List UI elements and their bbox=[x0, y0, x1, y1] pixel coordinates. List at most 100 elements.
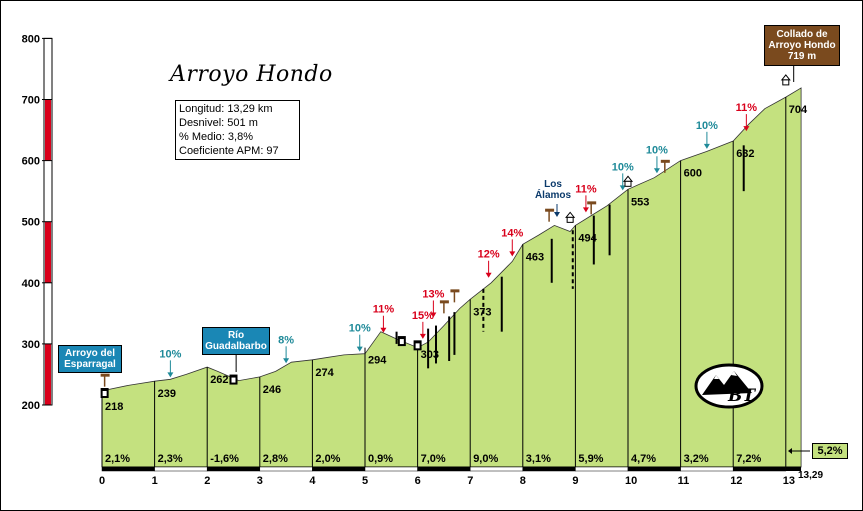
slope-arrowhead bbox=[380, 327, 387, 333]
km-scale-band bbox=[364, 466, 418, 472]
segment-percent: 2,0% bbox=[315, 453, 340, 465]
slope-annotation: 11% bbox=[575, 183, 597, 195]
slope-arrowhead bbox=[582, 207, 589, 213]
km-scale-band bbox=[154, 466, 208, 472]
km-altitude-label: 218 bbox=[105, 401, 123, 413]
signpost-icon bbox=[100, 373, 110, 377]
segment-percent: 5,9% bbox=[578, 453, 603, 465]
x-axis: 0 1 2 3 4 5 6 7 8 9 10 11 12 13 bbox=[99, 466, 802, 487]
info-medio: % Medio: 3,8% bbox=[179, 131, 253, 143]
km-altitude-label: 262 bbox=[210, 374, 228, 386]
slope-arrowhead bbox=[653, 168, 660, 174]
alamos-label: Los Álamos bbox=[534, 179, 572, 201]
slope-annotation: 15% bbox=[412, 310, 434, 322]
y-tick-label: 400 bbox=[22, 278, 40, 290]
x-tick-label: 9 bbox=[572, 475, 578, 487]
segment-percent: 2,8% bbox=[263, 453, 288, 465]
slope-annotation: 10% bbox=[159, 348, 181, 360]
slope-arrowhead bbox=[356, 346, 363, 352]
km-altitude-label: 246 bbox=[263, 384, 281, 396]
km-scale-band bbox=[101, 466, 155, 472]
slope-arrowhead bbox=[419, 333, 426, 339]
segment-percent: 2,3% bbox=[158, 453, 183, 465]
summit-label: Collado de Arroyo Hondo 719 m bbox=[764, 25, 840, 66]
slope-annotation: 13% bbox=[422, 288, 444, 300]
last-pct-arrowhead bbox=[788, 448, 792, 454]
km-altitude-label: 704 bbox=[789, 104, 808, 116]
bridge-icon bbox=[231, 377, 236, 383]
house-icon bbox=[782, 79, 790, 86]
slope-annotation: 10% bbox=[646, 144, 668, 156]
y-axis-band bbox=[45, 343, 51, 405]
x-tick-label: 2 bbox=[204, 475, 210, 487]
km-altitude-label: 463 bbox=[526, 251, 544, 263]
km-scale-band bbox=[522, 466, 576, 472]
y-axis: 800 700 600 500 400 300 200 bbox=[22, 33, 53, 412]
chart-title: Arroyo Hondo bbox=[170, 62, 333, 87]
km-scale-band bbox=[785, 467, 802, 471]
alamos-arrowhead bbox=[553, 212, 560, 217]
info-desnivel: Desnivel: 501 m bbox=[179, 117, 258, 129]
y-tick-label: 200 bbox=[22, 400, 40, 412]
y-tick-label: 500 bbox=[22, 217, 40, 229]
signpost-icon bbox=[587, 201, 597, 205]
x-tick-label: 13 bbox=[783, 475, 795, 487]
slope-annotation: 10% bbox=[612, 161, 634, 173]
slope-annotation: 10% bbox=[349, 323, 371, 335]
x-tick-label: 4 bbox=[309, 475, 316, 487]
x-tick-label: 12 bbox=[730, 475, 742, 487]
y-tick-label: 700 bbox=[22, 95, 40, 107]
slope-annotation: 11% bbox=[373, 304, 395, 316]
segment-percent: 3,2% bbox=[684, 453, 709, 465]
slope-annotation: 12% bbox=[478, 249, 500, 261]
slope-arrowhead bbox=[743, 126, 750, 132]
signpost-icon bbox=[439, 300, 449, 304]
slope-annotation: 8% bbox=[278, 334, 294, 346]
segment-percent: 9,0% bbox=[473, 453, 498, 465]
km-scale-band bbox=[469, 466, 524, 472]
info-coef: Coeficiente APM: 97 bbox=[179, 145, 279, 157]
slope-annotation: 11% bbox=[736, 102, 758, 114]
segment-percent: 0,9% bbox=[368, 453, 393, 465]
logo-text: BT bbox=[727, 386, 756, 406]
x-tick-label: 1 bbox=[152, 475, 158, 487]
bt-logo: BT bbox=[694, 363, 764, 409]
km-scale-band bbox=[206, 466, 261, 472]
y-axis-band bbox=[45, 221, 51, 283]
segment-percent: 7,0% bbox=[421, 453, 446, 465]
km-scale-band bbox=[575, 466, 629, 472]
slope-annotation: 10% bbox=[696, 120, 718, 132]
slope-arrowhead bbox=[430, 312, 437, 318]
km-altitude-label: 303 bbox=[421, 349, 439, 361]
profile-area bbox=[101, 87, 802, 468]
house-icon bbox=[780, 74, 791, 81]
km-altitude-label: 239 bbox=[158, 388, 176, 400]
bridge-icon bbox=[415, 343, 420, 349]
km-altitude-label: 274 bbox=[315, 367, 334, 379]
start-label: Arroyo del Esparragal bbox=[58, 345, 122, 373]
x-tick-label: 0 bbox=[99, 475, 105, 487]
end-km-label: 13,29 bbox=[798, 470, 824, 481]
signpost-icon bbox=[450, 289, 460, 293]
last-segment-pct: 5,2% bbox=[812, 443, 848, 459]
bridge-icon bbox=[399, 339, 404, 345]
km-altitude-label: 600 bbox=[684, 168, 702, 180]
info-box: Longitud: 13,29 km Desnivel: 501 m % Med… bbox=[175, 100, 300, 160]
slope-arrowhead bbox=[509, 251, 516, 257]
segment-percent: -1,6% bbox=[210, 453, 239, 465]
slope-arrowhead bbox=[283, 358, 290, 364]
marks-group: 2,1% 2,3% -1,6% 2,8% 2,0% 0,9% 7,0% 9,0% 3,1% 5,9… bbox=[100, 63, 810, 465]
signpost-icon bbox=[545, 208, 555, 212]
y-tick-label: 600 bbox=[22, 156, 40, 168]
segment-percent: 2,1% bbox=[105, 453, 130, 465]
house-icon bbox=[622, 175, 634, 182]
km-scale-band bbox=[732, 466, 787, 472]
km-scale-band bbox=[417, 466, 471, 472]
km-altitude-label: 553 bbox=[631, 196, 649, 208]
slope-arrowhead bbox=[619, 185, 626, 191]
y-axis-band bbox=[45, 99, 51, 161]
house-icon bbox=[566, 216, 574, 223]
slope-arrowhead bbox=[485, 272, 492, 278]
segment-percent: 7,2% bbox=[736, 453, 761, 465]
